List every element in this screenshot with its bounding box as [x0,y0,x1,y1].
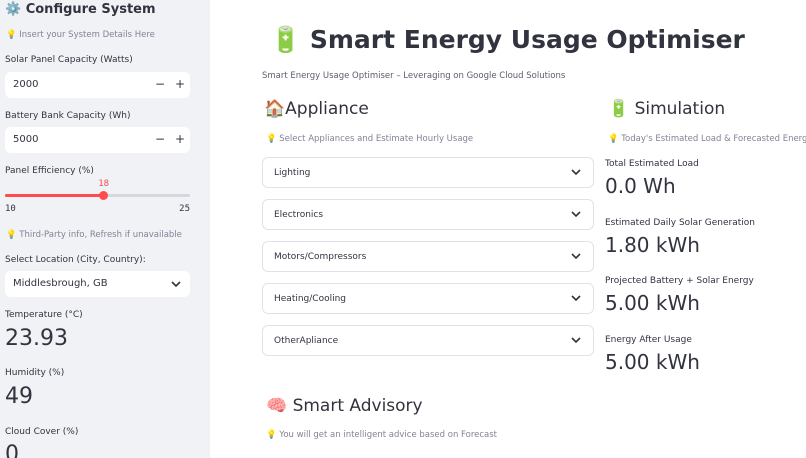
expander[interactable]: Heating/Cooling [262,283,594,314]
metric-label: Humidity (%) [5,368,65,378]
increment-button[interactable]: + [175,132,186,146]
expander-label: Heating/Cooling [274,294,347,304]
select[interactable]: Middlesbrough, GB [5,271,190,297]
metric-label: Projected Battery + Solar Energy [605,276,754,286]
decrement-button[interactable]: − [155,132,166,146]
expander-label: OtherApliance [274,336,339,346]
metric-label: Estimated Daily Solar Generation [605,217,755,228]
expander-label: Motors/Compressors [274,252,367,262]
slider-min: 10 [5,204,16,214]
hint: 💡 Today's Estimated Load & Forecasted En… [608,134,806,144]
expander-label: Electronics [274,210,324,220]
hint: 💡 Select Appliances and Estimate Hourly … [266,134,474,144]
label: Battery Bank Capacity (Wh) [5,111,131,121]
section-header: 🧠 Smart Advisory [266,396,423,416]
input-value: 5000 [13,134,39,145]
number-input[interactable]: 2000 − + [5,72,190,98]
hint: 💡 You will get an intelligent advice bas… [266,430,497,440]
hint: 💡 Insert your System Details Here [6,30,155,40]
slider-value: 18 [98,179,110,189]
metric-label: Cloud Cover (%) [5,427,79,437]
label: Select Location (City, Country): [5,255,146,265]
expander-label: Lighting [274,168,311,178]
metric-label: Energy After Usage [605,334,692,345]
slider-fill [5,194,104,197]
metric-value: 23.93 [5,326,68,351]
chevron [571,253,581,260]
label: Solar Panel Capacity (Watts) [5,55,133,65]
label: Panel Efficiency (%) [5,166,94,176]
subtitle: Smart Energy Usage Optimiser – Leveragin… [262,71,566,81]
chevron [571,169,581,176]
metric-value: 5.00 kWh [605,291,700,315]
metric-value: 49 [5,384,33,409]
decrement-button[interactable]: − [155,77,166,91]
section-header: 🔋 Simulation [608,99,726,119]
sidebar: ⚙️ Configure System 💡 Insert your System… [0,0,210,458]
expander[interactable]: OtherApliance [262,325,594,356]
metric-label: Temperature (°C) [5,310,83,320]
number-input[interactable]: 5000 − + [5,127,190,153]
chevron [571,295,581,302]
hint: 💡 Third-Party info, Refresh if unavailab… [6,230,182,240]
metric-value: 5.00 kWh [605,349,700,374]
sidebar-title: ⚙️ Configure System [5,2,156,17]
chevron [571,337,581,344]
slider[interactable]: 18 10 25 [5,178,190,218]
expander[interactable]: Electronics [262,199,594,230]
select-value: Middlesbrough, GB [13,278,108,289]
metric-label: Total Estimated Load [605,159,699,169]
slider-max: 25 [179,204,190,214]
metric-value: 0 [5,442,19,458]
expander[interactable]: Lighting [262,157,594,188]
expander[interactable]: Motors/Compressors [262,241,594,272]
chevron [171,281,181,288]
slider-thumb[interactable] [99,191,109,200]
increment-button[interactable]: + [175,77,186,91]
section-header: 🏠Appliance [264,99,369,119]
metric-value: 0.0 Wh [605,174,676,198]
input-value: 2000 [13,79,39,90]
chevron [571,211,581,218]
metric-value: 1.80 kWh [605,232,700,257]
page-title: 🔋 Smart Energy Usage Optimiser [270,25,745,54]
